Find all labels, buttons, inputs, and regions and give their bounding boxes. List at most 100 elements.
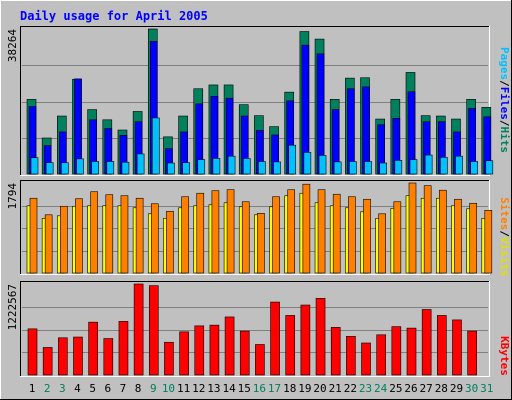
bar-kbytes	[376, 334, 386, 376]
bar-sites	[439, 189, 447, 274]
bar-sites	[120, 195, 129, 274]
bar-sites	[332, 193, 341, 274]
bar-sites	[423, 185, 432, 274]
day-label: 12	[192, 382, 205, 395]
bar-sites	[241, 201, 250, 274]
bar-kbytes	[270, 301, 280, 376]
bar-pages	[182, 162, 190, 175]
bar-pages	[455, 155, 463, 175]
day-label: 17	[268, 382, 281, 395]
day-label: 22	[344, 382, 357, 395]
bar-pages	[379, 162, 387, 175]
bar-kbytes	[255, 344, 265, 376]
day-axis: 1 2 3 4 5 6 7 8 9 10 11 12 13 14 15 16 17 18 19 20 21 22 23 24 2…	[29, 382, 494, 395]
legend-hits: Hits	[498, 127, 511, 154]
bar-kbytes	[27, 328, 38, 376]
day-label: 2	[44, 382, 51, 395]
bar-kbytes	[239, 330, 250, 376]
bar-pages	[303, 152, 312, 175]
legend-top: Pages/Files/Hits	[498, 47, 511, 153]
day-label: 1	[29, 382, 36, 395]
bar-sites	[454, 198, 462, 274]
day-label: 25	[389, 382, 402, 395]
day-label: 27	[420, 382, 433, 395]
bar-pages	[167, 162, 175, 175]
y-max-label: 38264	[6, 29, 19, 62]
bar-pages	[45, 162, 54, 175]
bar-sites	[408, 182, 417, 274]
bar-kbytes	[315, 298, 326, 376]
bar-sites	[44, 214, 53, 274]
day-label: 7	[120, 382, 127, 395]
bar-pages	[273, 161, 281, 175]
bar-pages	[197, 159, 206, 175]
bar-files	[362, 86, 370, 175]
bar-sites	[29, 197, 38, 274]
legend-pages: Pages	[498, 47, 511, 80]
bar-kbytes	[209, 324, 220, 376]
bar-pages	[470, 161, 478, 175]
bar-sites	[75, 198, 83, 274]
bar-sites	[302, 183, 311, 274]
bar-kbytes	[179, 331, 189, 376]
bar-sites	[257, 213, 265, 274]
bar-sites	[226, 189, 235, 274]
chart-title: Daily usage for April 2005	[20, 9, 208, 23]
bar-pages	[212, 158, 221, 175]
bar-pages	[76, 158, 84, 175]
bar-sites	[469, 202, 477, 274]
bar-pages	[409, 159, 418, 175]
bar-pages	[318, 155, 327, 175]
bar-pages	[30, 157, 39, 175]
bar-kbytes	[42, 347, 53, 376]
day-label: 26	[404, 382, 417, 395]
bar-sites	[150, 203, 159, 274]
bar-kbytes	[133, 283, 144, 376]
day-label: 19	[298, 382, 311, 395]
bar-kbytes	[406, 327, 417, 376]
day-label: 23	[359, 382, 372, 395]
bar-sites	[105, 194, 114, 274]
day-label: 13	[207, 382, 220, 395]
bar-kbytes	[330, 327, 341, 376]
bar-pages	[227, 155, 236, 175]
panel-visits-sites: 1794	[6, 180, 493, 275]
bar-sites	[393, 201, 402, 274]
bar-sites	[317, 189, 326, 274]
day-label: 9	[150, 382, 157, 395]
bar-kbytes	[285, 315, 296, 376]
day-label: 3	[59, 382, 66, 395]
bar-sites	[363, 198, 371, 274]
bar-pages	[349, 161, 357, 175]
bar-sites	[166, 210, 174, 274]
bar-kbytes	[361, 342, 371, 376]
day-label: 4	[74, 382, 81, 395]
bar-sites	[135, 197, 144, 274]
panel-kbytes: 1222567	[6, 281, 490, 377]
day-label: 31	[480, 382, 493, 395]
bar-kbytes	[194, 325, 205, 376]
bar-pages	[485, 160, 494, 175]
bar-kbytes	[164, 341, 174, 376]
bar-pages	[364, 161, 372, 175]
day-label: 21	[329, 382, 342, 395]
legend-sites: Sites	[498, 197, 511, 230]
bar-kbytes	[148, 285, 159, 376]
bar-pages	[136, 153, 145, 175]
legend-visits: Visits	[498, 237, 511, 277]
bar-sites	[211, 190, 220, 274]
day-label: 24	[374, 382, 388, 395]
legend-sep-3: /	[498, 230, 511, 237]
bar-pages	[121, 161, 130, 175]
day-label: 5	[89, 382, 96, 395]
day-label: 15	[238, 382, 251, 395]
panel-hits-files-pages: 38264	[6, 26, 494, 176]
bar-sites	[348, 196, 356, 274]
bar-kbytes	[391, 326, 402, 376]
y-max-label: 1794	[6, 183, 19, 210]
bar-kbytes	[118, 321, 129, 376]
bar-kbytes	[346, 335, 356, 376]
bar-pages	[288, 144, 297, 175]
day-label: 29	[450, 382, 463, 395]
svg-text:Pages/Files/Hits: Pages/Files/Hits	[498, 47, 511, 153]
